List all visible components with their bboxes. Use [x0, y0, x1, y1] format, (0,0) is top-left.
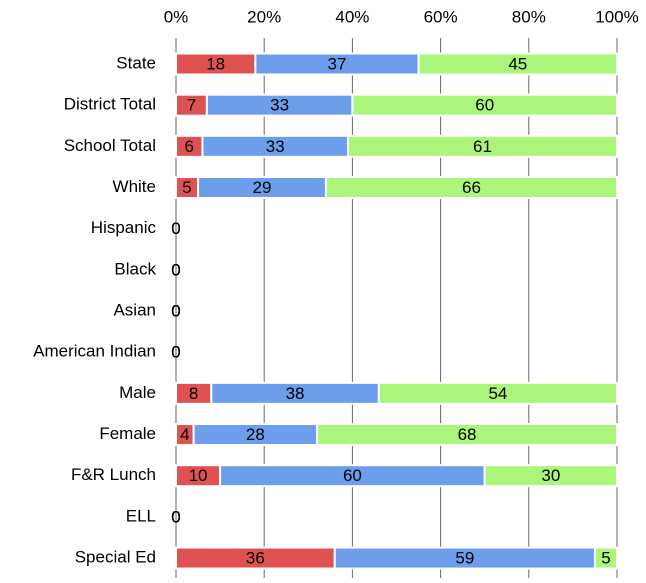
bar-segment: [351, 93, 618, 117]
data-label: 30: [541, 466, 560, 485]
data-label: 33: [270, 96, 289, 115]
data-label: 0: [171, 343, 180, 362]
y-tick-label: Asian: [113, 301, 156, 320]
bar-segment: [593, 546, 619, 570]
y-tick-label: Black: [114, 259, 156, 278]
data-label: 8: [189, 384, 198, 403]
data-label: 0: [171, 302, 180, 321]
data-label: 37: [328, 54, 347, 73]
bar-segment: [346, 134, 618, 158]
y-tick-label: F&R Lunch: [71, 465, 156, 484]
data-label: 60: [475, 96, 494, 115]
data-label: 28: [246, 425, 265, 444]
y-tick-label: Hispanic: [91, 218, 157, 237]
data-label: 0: [171, 302, 180, 321]
data-label: 61: [473, 137, 492, 156]
data-label: 54: [488, 384, 507, 403]
bar-segment: [324, 176, 618, 200]
data-label: 33: [266, 137, 285, 156]
data-label: 0: [171, 219, 180, 238]
x-tick-label: 100%: [595, 7, 638, 26]
x-tick-label: 60%: [424, 7, 458, 26]
data-label: 68: [458, 425, 477, 444]
data-label: 0: [171, 302, 180, 321]
data-label: 0: [171, 260, 180, 279]
data-label: 5: [601, 549, 610, 568]
x-tick-label: 0%: [164, 7, 189, 26]
data-label: 0: [171, 260, 180, 279]
data-label: 36: [246, 549, 265, 568]
x-tick-label: 20%: [247, 7, 281, 26]
y-tick-label: Female: [99, 424, 156, 443]
data-label: 0: [171, 219, 180, 238]
x-tick-label: 40%: [335, 7, 369, 26]
data-label: 38: [286, 384, 305, 403]
data-label: 0: [171, 507, 180, 526]
y-tick-label: White: [113, 177, 156, 196]
y-tick-label: District Total: [64, 95, 156, 114]
data-label: 0: [171, 507, 180, 526]
x-tick-label: 80%: [512, 7, 546, 26]
bar-segment: [483, 464, 619, 488]
y-tick-label: Special Ed: [75, 548, 156, 567]
data-label: 29: [253, 178, 272, 197]
data-label: 5: [182, 178, 191, 197]
y-tick-label: ELL: [126, 506, 156, 525]
bar-segment: [377, 381, 618, 405]
data-label: 66: [462, 178, 481, 197]
data-label: 45: [508, 54, 527, 73]
data-label: 0: [171, 343, 180, 362]
data-label: 0: [171, 343, 180, 362]
data-label: 59: [455, 549, 474, 568]
data-label: 0: [171, 219, 180, 238]
bar-segment: [417, 52, 618, 76]
data-label: 10: [189, 466, 208, 485]
y-tick-label: School Total: [64, 136, 156, 155]
data-label: 18: [206, 54, 225, 73]
data-label: 0: [171, 260, 180, 279]
bar-segment: [316, 423, 618, 447]
data-label: 60: [343, 466, 362, 485]
data-label: 7: [187, 96, 196, 115]
data-label: 4: [180, 425, 189, 444]
data-label: 6: [184, 137, 193, 156]
y-tick-label: American Indian: [33, 342, 156, 361]
data-label: 0: [171, 507, 180, 526]
y-tick-label: Male: [119, 383, 156, 402]
y-tick-label: State: [116, 53, 156, 72]
